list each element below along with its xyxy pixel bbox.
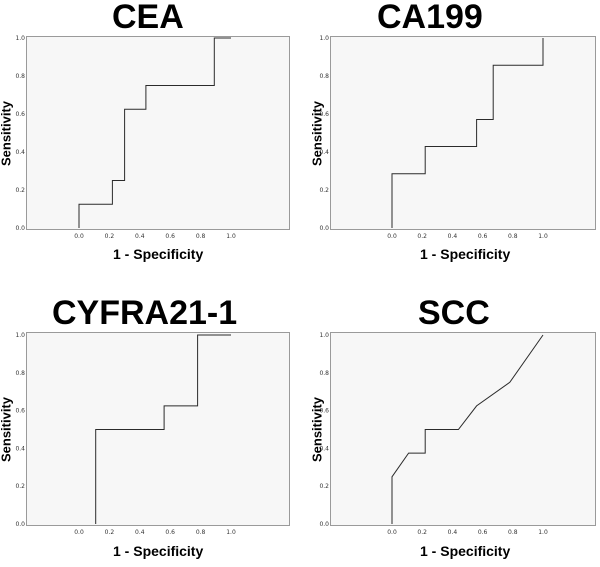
x-tick-label: 0.8	[508, 529, 518, 536]
chart-svg: 0.0 0.2 0.4 0.6 0.8 1.0 0.0 0.2 0.4 0.6 0.8 1.0	[15, 332, 236, 536]
y-tick-label: 0.6	[15, 408, 25, 415]
y-axis-label: Sensitivity	[0, 100, 14, 167]
x-tick-label: 0.4	[448, 233, 458, 240]
x-tick-label: 0.4	[448, 529, 458, 536]
x-tick-label: 0.6	[478, 529, 488, 536]
x-tick-label: 0.6	[165, 233, 175, 240]
chart-title: CYFRA21-1	[52, 294, 238, 332]
x-tick-label: 0.8	[196, 529, 206, 536]
y-tick-label: 0.0	[319, 225, 329, 232]
x-tick-label: 0.2	[105, 233, 115, 240]
chart-title: CA199	[377, 0, 483, 36]
y-tick-label: 1.0	[15, 35, 25, 42]
plot-area	[26, 36, 290, 230]
y-tick-label: 0.6	[319, 111, 329, 118]
x-tick-label: 0.8	[508, 233, 518, 240]
x-tick-label: 0.0	[74, 529, 84, 536]
x-tick-label: 1.0	[226, 529, 236, 536]
x-tick-label: 0.4	[135, 233, 145, 240]
y-tick-label: 0.0	[15, 225, 25, 232]
x-tick-label: 0.2	[417, 529, 427, 536]
y-tick-label: 0.0	[15, 521, 25, 528]
y-tick-label: 0.4	[319, 445, 329, 452]
x-tick-label: 0.6	[165, 529, 175, 536]
y-tick-label: 0.8	[15, 73, 25, 80]
x-axis-label: 1 - Specificity	[113, 246, 204, 262]
x-tick-label: 0.8	[196, 233, 206, 240]
y-tick-label: 0.0	[319, 521, 329, 528]
roc-curve-line	[391, 334, 544, 524]
y-tick-label: 0.4	[15, 149, 25, 156]
y-tick-label: 0.6	[319, 408, 329, 415]
y-tick-label: 0.2	[319, 187, 329, 194]
y-tick-label: 0.8	[319, 370, 329, 377]
y-tick-label: 0.2	[15, 187, 25, 194]
x-tick-label: 0.2	[105, 529, 115, 536]
x-axis-label: 1 - Specificity	[420, 246, 511, 262]
chart-panel-cea: CEA 0.0 0.2 0.4 0.6 0.8 1.0 0.0 0.2 0.4 0.6 0.8 1.0…	[0, 0, 300, 284]
x-tick-label: 0.4	[135, 529, 145, 536]
y-tick-label: 0.4	[15, 445, 25, 452]
x-tick-label: 0.2	[417, 233, 427, 240]
chart-panel-cyfra21-1: CYFRA21-1 0.0 0.2 0.4 0.6 0.8 1.0 0.0 0.2 0.4 0.6…	[0, 284, 300, 567]
y-tick-label: 1.0	[319, 35, 329, 42]
x-axis-label: 1 - Specificity	[113, 543, 204, 559]
y-tick-label: 1.0	[15, 332, 25, 339]
chart-svg: 0.0 0.2 0.4 0.6 0.8 1.0 0.0 0.2 0.4 0.6 0.8 1.0	[319, 332, 548, 536]
y-tick-label: 1.0	[319, 332, 329, 339]
chart-svg: 0.0 0.2 0.4 0.6 0.8 1.0 0.0 0.2 0.4 0.6 0.8 1.0	[319, 35, 548, 240]
chart-title: SCC	[418, 294, 490, 332]
y-axis-label: Sensitivity	[309, 396, 325, 463]
x-tick-label: 1.0	[538, 233, 548, 240]
chart-svg: 0.0 0.2 0.4 0.6 0.8 1.0 0.0 0.2 0.4 0.6 0.8 1.0	[15, 35, 236, 240]
x-tick-label: 0.0	[74, 233, 84, 240]
chart-panel-ca199: CA199 0.0 0.2 0.4 0.6 0.8 1.0 0.0 0.2 0.4 0.6 0.8 1…	[300, 0, 600, 284]
y-tick-label: 0.8	[15, 370, 25, 377]
chart-title: CEA	[112, 0, 184, 36]
y-tick-label: 0.2	[15, 483, 25, 490]
y-axis-label: Sensitivity	[309, 100, 325, 167]
roc-curve-line	[78, 37, 231, 228]
plot-area	[330, 36, 596, 230]
y-tick-label: 0.6	[15, 111, 25, 118]
plot-area	[330, 332, 596, 526]
chart-panel-scc: SCC 0.0 0.2 0.4 0.6 0.8 1.0 0.0 0.2 0.4 0.6 0.8 1.0…	[300, 284, 600, 567]
y-tick-label: 0.2	[319, 483, 329, 490]
x-tick-label: 0.0	[387, 529, 397, 536]
x-tick-label: 0.6	[478, 233, 488, 240]
roc-curve-line	[95, 334, 231, 524]
x-tick-label: 1.0	[538, 529, 548, 536]
x-axis-label: 1 - Specificity	[420, 543, 511, 559]
roc-curve-line	[391, 38, 544, 228]
y-tick-label: 0.4	[319, 149, 329, 156]
y-axis-label: Sensitivity	[0, 396, 14, 463]
x-tick-label: 1.0	[226, 233, 236, 240]
y-tick-label: 0.8	[319, 73, 329, 80]
x-tick-label: 0.0	[387, 233, 397, 240]
